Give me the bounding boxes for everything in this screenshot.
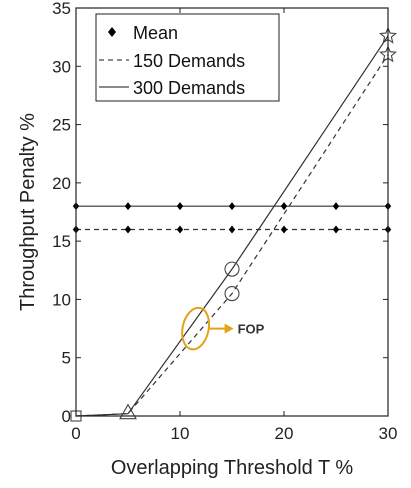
mean-diamond-marker xyxy=(280,225,288,234)
y-tick-label: 0 xyxy=(62,407,71,426)
y-tick-label: 35 xyxy=(52,0,71,18)
mean-diamond-marker xyxy=(332,202,340,211)
y-tick-label: 5 xyxy=(62,349,71,368)
legend-label-mean: Mean xyxy=(133,23,178,43)
y-tick-label: 30 xyxy=(52,57,71,76)
y-tick-label: 20 xyxy=(52,174,71,193)
mean-diamond-marker xyxy=(124,225,132,234)
legend-item-300-demands: 300 Demands xyxy=(99,78,245,98)
x-tick-label: 10 xyxy=(171,424,190,443)
legend-item-mean: Mean xyxy=(108,23,178,43)
x-tick-label: 0 xyxy=(71,424,80,443)
circle-marker xyxy=(224,286,240,302)
x-axis-label: Overlapping Threshold T % xyxy=(111,457,354,479)
mean-diamond-marker xyxy=(176,202,184,211)
y-tick-label: 15 xyxy=(52,232,71,251)
legend: Mean 150 Demands 300 Demands xyxy=(95,13,280,102)
x-tick-label: 20 xyxy=(275,424,294,443)
mean-diamond-marker xyxy=(228,225,236,234)
series-line xyxy=(75,54,389,417)
triangle-marker xyxy=(119,403,137,420)
legend-label-150-demands: 150 Demands xyxy=(133,51,245,71)
mean-diamond-marker xyxy=(176,225,184,234)
mean-diamond-marker xyxy=(228,202,236,211)
fop-highlight-ellipse xyxy=(181,306,211,351)
legend-mean-diamond-icon xyxy=(108,27,116,37)
mean-diamond-marker xyxy=(124,202,132,211)
series-line xyxy=(75,35,389,417)
fop-annotation: FOP xyxy=(181,306,265,351)
mean-diamond-marker xyxy=(280,202,288,211)
fop-label: FOP xyxy=(238,322,265,337)
circle-marker xyxy=(224,261,240,277)
y-axis-label: Throughput Penalty % xyxy=(17,113,39,311)
y-tick-label: 25 xyxy=(52,116,71,135)
legend-label-300-demands: 300 Demands xyxy=(133,78,245,98)
y-tick-label: 10 xyxy=(52,290,71,309)
legend-item-150-demands: 150 Demands xyxy=(99,51,245,71)
mean-diamond-marker xyxy=(332,225,340,234)
x-tick-label: 30 xyxy=(379,424,398,443)
axis-ticks: 0 10 20 30 0 5 10 15 20 25 30 35 xyxy=(52,0,397,443)
plot-area xyxy=(75,7,389,417)
fop-arrow-head xyxy=(224,323,234,334)
